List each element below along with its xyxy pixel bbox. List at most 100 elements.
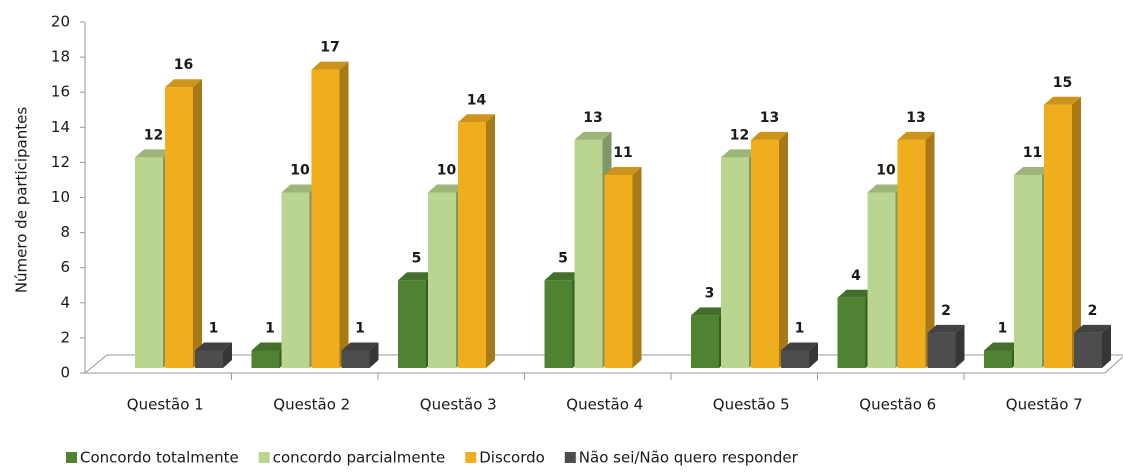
bar-face xyxy=(984,342,1021,351)
value-label: 10 xyxy=(290,163,310,179)
bar-face xyxy=(837,289,875,298)
bar-face xyxy=(223,342,232,368)
bar-face xyxy=(311,69,340,369)
value-label: 3 xyxy=(705,285,715,301)
bar xyxy=(1074,324,1111,368)
bar-face xyxy=(165,87,193,368)
value-label: 1 xyxy=(998,320,1008,336)
bar-face xyxy=(1044,96,1081,105)
bar-face xyxy=(458,122,486,368)
y-tick-label: 8 xyxy=(60,223,70,241)
bar-face xyxy=(369,342,379,368)
bar-face xyxy=(341,350,370,368)
bar xyxy=(1044,96,1081,368)
value-label: 16 xyxy=(174,57,193,73)
bar-face xyxy=(721,157,749,368)
value-label: 1 xyxy=(209,320,219,336)
bar-face xyxy=(458,114,495,123)
bar-face xyxy=(165,79,202,88)
value-label: 2 xyxy=(1088,303,1098,319)
x-tick-label: Questão 4 xyxy=(566,396,643,414)
bar-face xyxy=(691,315,719,368)
legend-marker xyxy=(564,452,576,463)
bar-face xyxy=(398,280,426,368)
bar-face xyxy=(311,61,349,70)
bar-face xyxy=(135,157,163,368)
bar-face xyxy=(604,166,642,175)
bar xyxy=(604,166,642,368)
value-label: 14 xyxy=(467,92,487,108)
x-tick-label: Questão 2 xyxy=(273,396,350,414)
y-axis-label: Número de participantes xyxy=(13,107,31,294)
bar-face xyxy=(751,139,779,368)
bar-face xyxy=(927,332,956,368)
legend-marker xyxy=(465,452,477,463)
value-label: 4 xyxy=(851,268,861,284)
x-tick-label: Questão 6 xyxy=(859,396,936,414)
bar-face xyxy=(251,350,280,368)
legend-marker xyxy=(66,452,77,463)
x-tick-label: Questão 1 xyxy=(127,396,204,414)
floor xyxy=(83,354,1123,374)
bar-face xyxy=(897,139,926,368)
bar-face xyxy=(867,184,905,193)
bar-face xyxy=(955,324,965,368)
bar-face xyxy=(632,166,642,368)
bar-face xyxy=(721,149,758,158)
value-label: 11 xyxy=(613,145,632,161)
bar-face xyxy=(809,342,818,368)
y-tick-label: 16 xyxy=(51,83,70,101)
bar-face xyxy=(781,350,809,368)
bar-face xyxy=(1102,324,1111,368)
bar-face xyxy=(135,149,172,158)
bar-face xyxy=(1074,332,1102,368)
x-tick-label: Questão 3 xyxy=(420,396,497,414)
value-label: 2 xyxy=(941,303,951,319)
value-label: 12 xyxy=(730,127,749,143)
y-tick-label: 18 xyxy=(51,48,70,66)
bar-face xyxy=(1074,324,1111,333)
bar-face xyxy=(1072,96,1081,368)
bar-face xyxy=(574,131,612,140)
value-label: 5 xyxy=(558,250,568,266)
bar-face xyxy=(1014,166,1051,175)
bar-face xyxy=(339,61,349,369)
y-tick-label: 6 xyxy=(60,258,70,276)
x-tick-label: Questão 5 xyxy=(713,396,790,414)
y-tick-label: 14 xyxy=(51,118,70,136)
bar-face xyxy=(751,131,788,140)
bar-face xyxy=(486,114,495,368)
legend-label: Discordo xyxy=(479,449,545,467)
bar xyxy=(195,342,232,368)
bar-face xyxy=(779,131,788,368)
bar-face xyxy=(691,307,728,316)
bar-face xyxy=(251,342,289,351)
y-tick-label: 4 xyxy=(60,293,70,311)
value-label: 13 xyxy=(760,110,779,126)
bar-face xyxy=(897,131,935,140)
y-tick-label: 2 xyxy=(60,328,70,346)
bar-face xyxy=(925,131,935,368)
bar-face xyxy=(281,184,319,193)
value-label: 17 xyxy=(320,40,339,56)
bar-face xyxy=(195,350,223,368)
legend-label: concordo parcialmente xyxy=(273,449,446,467)
value-label: 1 xyxy=(265,320,275,336)
y-tick-label: 10 xyxy=(51,188,70,206)
bar-face xyxy=(927,324,965,333)
bar-face xyxy=(574,139,603,368)
bar xyxy=(341,342,379,368)
legend-marker xyxy=(258,452,270,463)
bar-face xyxy=(1014,174,1042,368)
bar xyxy=(165,79,202,368)
y-tick-label: 20 xyxy=(51,13,70,31)
value-label: 13 xyxy=(583,110,602,126)
legend-label: Não sei/Não quero responder xyxy=(579,449,799,467)
bar-face xyxy=(428,192,456,368)
bar-face xyxy=(867,192,896,368)
legend-label: Concordo totalmente xyxy=(80,449,239,467)
value-label: 12 xyxy=(144,127,163,143)
value-label: 10 xyxy=(876,163,896,179)
bar-face xyxy=(428,184,465,193)
